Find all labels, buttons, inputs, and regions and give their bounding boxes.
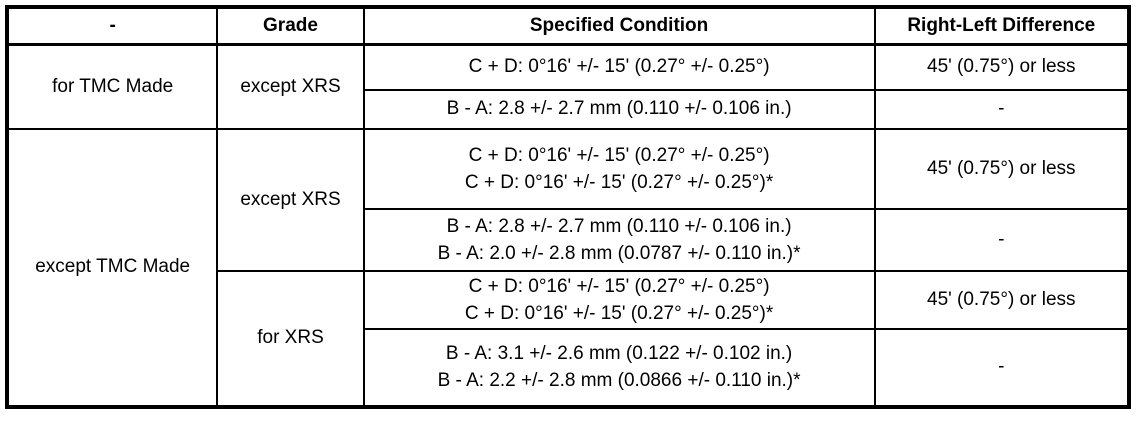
cell-except-tmc-made: except TMC Made <box>5 127 219 408</box>
cell-difference-ba-except-xrs: - <box>873 207 1131 272</box>
cell-difference-ba-tmc: - <box>873 88 1131 130</box>
header-grade: Grade <box>216 6 365 46</box>
cell-ba-condition-for-xrs: B - A: 3.1 +/- 2.6 mm (0.122 +/- 0.102 i… <box>362 327 876 408</box>
condition-line-1: C + D: 0°16' +/- 15' (0.27° +/- 0.25°) <box>468 275 770 297</box>
table-row: B - A: 2.8 +/- 2.7 mm (0.110 +/- 0.106 i… <box>7 88 1131 130</box>
condition-line-2: B - A: 2.0 +/- 2.8 mm (0.0787 +/- 0.110 … <box>437 242 801 264</box>
cell-for-tmc-made: for TMC Made <box>5 43 219 130</box>
condition-line-2: C + D: 0°16' +/- 15' (0.27° +/- 0.25°)* <box>464 171 774 193</box>
header-row: - Grade Specified Condition Right-Left D… <box>5 6 1131 46</box>
condition-line-2: B - A: 2.2 +/- 2.8 mm (0.0866 +/- 0.110 … <box>437 370 801 391</box>
table-row: B - A: 2.8 +/- 2.7 mm (0.110 +/- 0.106 i… <box>7 207 1131 272</box>
table-row: except TMC Made except XRS C + D: 0°16' … <box>5 127 1131 408</box>
cell-grade-for-xrs: for XRS <box>216 269 365 408</box>
cell-difference-cd-for-xrs: 45' (0.75°) or less <box>873 269 1131 330</box>
header-specified-condition: Specified Condition <box>362 6 876 46</box>
table-row: for TMC Made except XRS C + D: 0°16' +/-… <box>5 43 1131 130</box>
table-row: B - A: 3.1 +/- 2.6 mm (0.122 +/- 0.102 i… <box>7 327 1131 408</box>
table-row: for XRS C + D: 0°16' +/- 15' (0.27° +/- … <box>7 269 1131 408</box>
cell-cd-condition-tmc: C + D: 0°16' +/- 15' (0.27° +/- 0.25°) <box>362 43 876 91</box>
condition-line-2: C + D: 0°16' +/- 15' (0.27° +/- 0.25°)* <box>464 302 774 324</box>
cell-ba-condition-tmc: B - A: 2.8 +/- 2.7 mm (0.110 +/- 0.106 i… <box>362 88 876 130</box>
cell-cd-condition-for-xrs: C + D: 0°16' +/- 15' (0.27° +/- 0.25°) C… <box>362 269 876 330</box>
cell-cd-condition-except-xrs: C + D: 0°16' +/- 15' (0.27° +/- 0.25°) C… <box>362 127 876 210</box>
header-dash: - <box>5 6 219 46</box>
cell-grade-except-xrs-tmc: except XRS <box>216 43 365 130</box>
condition-line-1: B - A: 2.8 +/- 2.7 mm (0.110 +/- 0.106 i… <box>446 215 792 237</box>
cell-grade-except-xrs: except XRS <box>216 127 365 272</box>
cell-difference-cd-except-xrs: 45' (0.75°) or less <box>873 127 1131 210</box>
cell-difference-ba-for-xrs: - <box>873 327 1131 408</box>
condition-line-1: B - A: 3.1 +/- 2.6 mm (0.122 +/- 0.102 i… <box>445 343 793 364</box>
header-right-left-difference: Right-Left Difference <box>873 6 1131 46</box>
cell-ba-condition-except-xrs: B - A: 2.8 +/- 2.7 mm (0.110 +/- 0.106 i… <box>362 207 876 272</box>
condition-line-1: C + D: 0°16' +/- 15' (0.27° +/- 0.25°) <box>468 144 770 166</box>
specified-condition-table: - Grade Specified Condition Right-Left D… <box>5 5 1131 409</box>
cell-difference-cd-tmc: 45' (0.75°) or less <box>873 43 1131 91</box>
